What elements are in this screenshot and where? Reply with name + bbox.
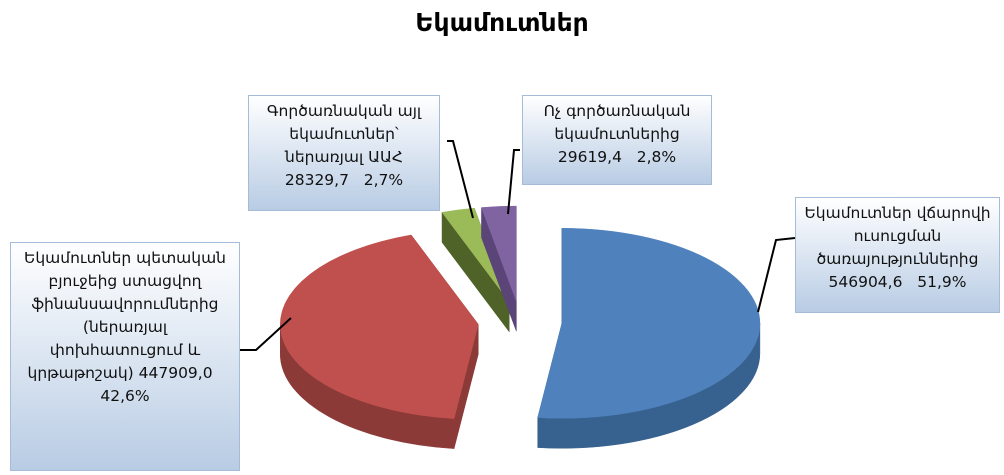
data-label: Ոչ գործառնական եկամուտներից 29619,4 2,8% — [522, 95, 712, 185]
label-value: 546904,6 — [828, 273, 903, 291]
data-label: Եկամուտներ վճարովի ուսուցման ծառայությու… — [795, 197, 1000, 313]
leader-line — [757, 237, 796, 313]
slice — [441, 207, 510, 302]
label-value: 29619,4 — [557, 148, 622, 166]
slice — [537, 228, 761, 419]
leader-line — [240, 317, 292, 351]
label-percent: 51,9% — [917, 273, 967, 291]
chart-title: Եկամուտներ — [415, 8, 589, 37]
label-value: 28329,7 — [284, 171, 349, 189]
slice — [280, 234, 479, 419]
label-value: 447909,0 — [138, 364, 213, 382]
data-label: Գործառնական այլ եկամուտներ՝ ներառյալ ԱԱՀ… — [248, 95, 440, 211]
slice — [481, 205, 517, 302]
label-name: Եկամուտներ վճարովի ուսուցման ծառայությու… — [804, 204, 991, 268]
label-percent: 2,8% — [636, 148, 677, 166]
label-name: Ոչ գործառնական եկամուտներից — [543, 102, 691, 143]
label-name: Եկամուտներ պետական բյուջեից ստացվող ֆինա… — [24, 249, 226, 382]
label-percent: 2,7% — [363, 171, 404, 189]
label-percent: 42,6% — [100, 387, 150, 405]
leader-line — [507, 149, 520, 215]
leader-line — [447, 140, 474, 219]
data-label: Եկամուտներ պետական բյուջեից ստացվող ֆինա… — [10, 242, 240, 471]
label-name: Գործառնական այլ եկամուտներ՝ ներառյալ ԱԱՀ — [266, 102, 422, 166]
